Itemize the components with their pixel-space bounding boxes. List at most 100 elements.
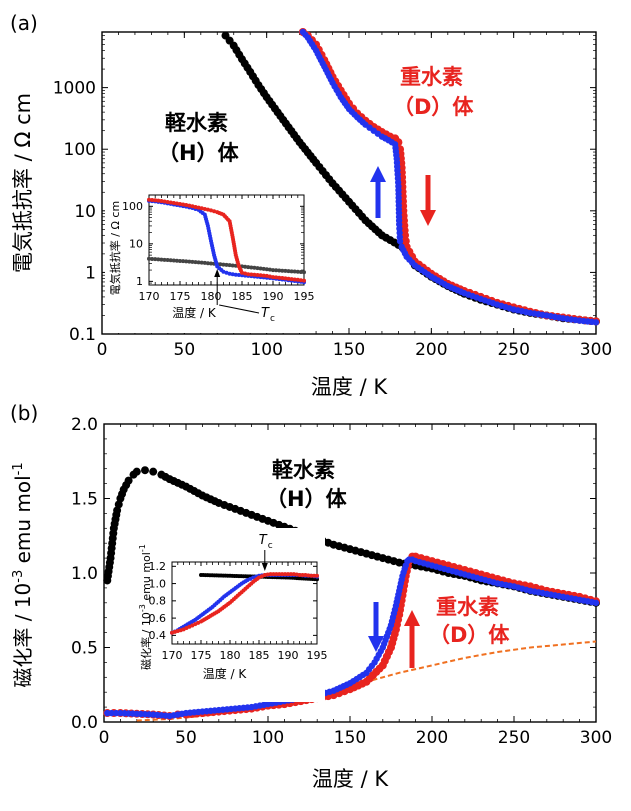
x-tick-label: 250 [497,340,529,360]
data-point-H [162,257,167,262]
cooling-arrow-head [370,166,386,182]
panel-a: (a) 0 50 100 150 200 250 300 0.1 1 10 100 1000 軽水素 （H）… [10,11,612,399]
data-point-heating [300,572,305,577]
data-point-heating [184,203,189,208]
h-label-line2: （H）体 [266,487,348,511]
inset-y-title-unit: emu mol [140,552,153,604]
data-point-H [230,263,235,268]
data-point-heating [295,277,300,282]
data-point-heating [309,573,314,578]
x-tick-label: 190 [278,649,299,662]
data-point-H [153,257,158,262]
x-tick-label: 175 [191,649,212,662]
data-point-H [292,269,297,274]
data-point-H [178,258,182,263]
data-point-H [264,267,269,272]
data-point-H [258,266,263,271]
data-point-heating [162,199,167,204]
data-point-H [171,258,176,263]
inset-tc-label: T [259,533,268,548]
data-point-H [302,270,306,275]
data-point-H [150,256,155,261]
data-point-heating [315,573,319,578]
data-point-heating [277,572,282,577]
data-point-H [298,270,303,275]
data-point-軽水素(H)体 [149,467,158,476]
data-point-H [199,260,204,265]
y-tick-label: 1.5 [71,489,98,509]
data-point-heating [212,209,217,214]
x-tick-label: 200 [416,728,448,748]
y-tick-label: 1 [85,263,96,283]
data-point-heating [193,204,198,209]
data-point-H [165,258,170,263]
data-point-heating [187,203,192,208]
data-point-H [271,268,275,273]
data-point-H [147,256,151,261]
data-point-heating [156,198,161,203]
inset-y-axis-title: 電気抵抗率 / Ω cm [108,201,122,295]
y-tick-label: 1.2 [149,560,167,573]
inset-y-title-main: 磁化率 / 10 [139,612,153,670]
y-axis-title-unit: emu mol [11,475,35,569]
data-point-H [181,259,186,264]
d-label-line2: （D）体 [393,95,474,119]
data-point-heating [190,204,195,209]
y-axis-title-main: 磁化率 / 10 [11,583,35,688]
x-tick-label: 50 [174,340,196,360]
inset-tc-arrow-head [261,563,268,571]
data-point-heating [147,197,151,202]
data-point-heating [280,572,285,577]
data-point-H [218,262,223,267]
data-point-H [243,264,248,269]
y-axis-title-unit-exp: -1 [11,462,26,475]
data-point-heating [249,272,254,277]
data-point-heating [199,206,204,211]
data-point-heating [159,199,164,204]
d-label-line1: 重水素 [436,595,499,619]
data-point-heating [286,276,291,281]
data-point-H [205,261,210,266]
data-point-cooling [233,272,238,277]
y-axis-title: 電気抵抗率 / Ω cm [11,93,35,273]
y-tick-label: 0.5 [71,638,98,658]
data-point-H [184,259,189,264]
data-point-heating [286,572,290,577]
panel-label: (a) [10,11,38,35]
data-point-軽水素(H)体 [141,466,149,475]
inset-y-axis-title: 磁化率 / 10-3 emu mol-1 [138,544,153,670]
heating-arrow-head [404,610,420,626]
plot-frame [148,194,305,286]
data-point-cooling [112,709,120,717]
data-point-H [190,259,195,264]
x-tick-label: 180 [220,649,241,662]
h-label-line1: 軽水素 [165,111,228,135]
data-point-H [255,266,260,271]
data-point-heating [252,272,257,277]
data-point-H [295,269,300,274]
data-point-H [209,261,213,266]
y-tick-label: 1 [136,275,143,288]
data-point-H [159,257,164,262]
data-point-H [261,266,266,271]
y-tick-label: 1.0 [71,564,98,584]
data-point-heating [283,276,288,281]
x-tick-label: 180 [201,290,222,303]
inset-tc-arrow-head [214,269,221,277]
x-tick-label: 150 [334,728,366,748]
data-point-heating [150,197,155,202]
data-point-H [221,262,226,267]
panel-b: (b) 0 50 100 150 200 250 300 0.0 0.5 1.0 1.5 2.0 軽水素 （… [10,401,612,791]
data-point-H [168,258,173,263]
x-tick-label: 300 [580,340,612,360]
inset-y-title-unit-exp: -1 [138,544,147,552]
data-point-H [286,269,291,274]
data-point-cooling [221,269,226,274]
data-point-heating [243,271,248,276]
x-tick-label: 250 [498,728,530,748]
data-point-heating [153,198,158,203]
x-tick-label: 175 [170,290,191,303]
data-point-H [289,269,294,274]
data-point-H [156,257,161,262]
